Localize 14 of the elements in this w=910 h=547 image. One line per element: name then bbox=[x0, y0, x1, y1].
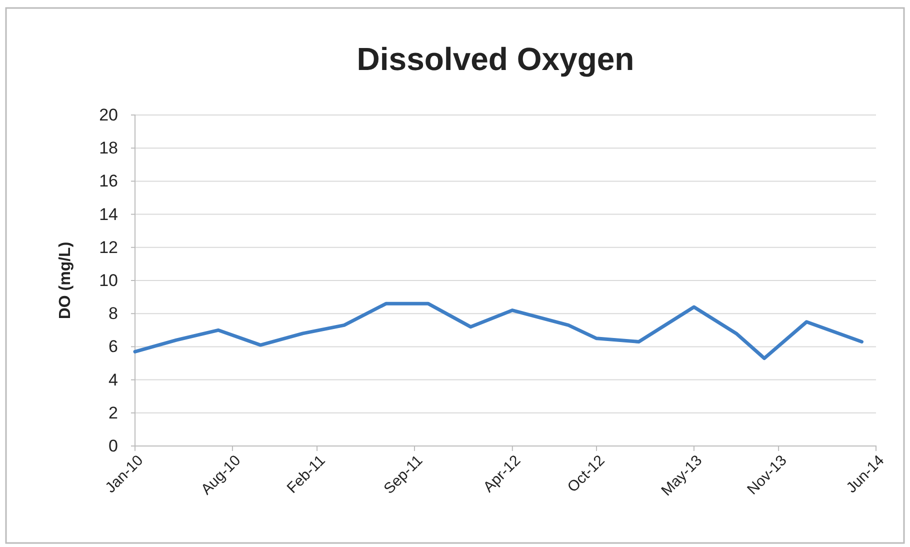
y-tick-label: 10 bbox=[99, 270, 118, 290]
y-tick-label: 16 bbox=[99, 172, 118, 191]
y-tick-label: 20 bbox=[99, 105, 118, 124]
line-series bbox=[133, 302, 864, 360]
y-tick-label: 4 bbox=[108, 370, 118, 390]
chart-title: Dissolved Oxygen bbox=[356, 41, 634, 77]
y-tick-label: 18 bbox=[99, 138, 118, 158]
y-tick-label: 14 bbox=[99, 204, 118, 224]
y-tick-label: 12 bbox=[99, 238, 118, 257]
y-axis-title: DO (mg/L) bbox=[57, 242, 74, 320]
y-tick-label: 8 bbox=[108, 304, 118, 324]
y-tick-label: 0 bbox=[108, 436, 118, 456]
y-tick-label: 2 bbox=[108, 403, 118, 422]
y-tick-label: 6 bbox=[108, 337, 118, 356]
